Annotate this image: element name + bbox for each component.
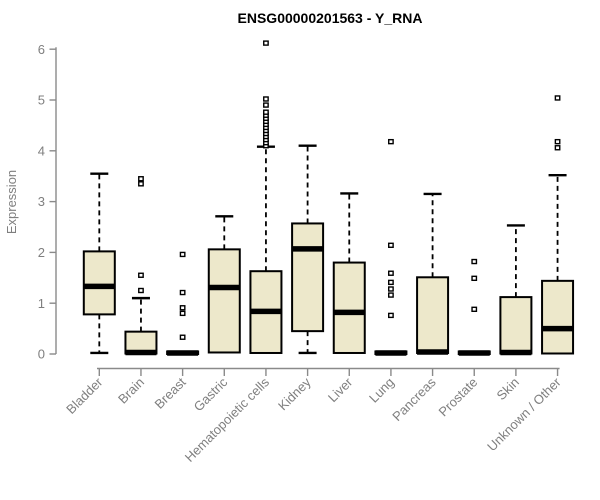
x-tick-label-unknown-other: Unknown / Other bbox=[484, 374, 564, 454]
outlier-point bbox=[471, 306, 478, 312]
outlier-point bbox=[554, 145, 561, 151]
outlier-point bbox=[138, 272, 144, 278]
outlier-point bbox=[138, 287, 144, 294]
y-tick-label-5: 5 bbox=[38, 93, 45, 108]
outlier-point bbox=[263, 102, 269, 108]
iqr-box bbox=[416, 276, 450, 354]
outlier-point bbox=[179, 310, 186, 317]
x-tick-label-pancreas: Pancreas bbox=[389, 374, 439, 424]
y-tick-label-2: 2 bbox=[38, 245, 45, 260]
x-tick-label-kidney: Kidney bbox=[275, 374, 314, 413]
box-group-bladder bbox=[82, 172, 116, 355]
outlier-point bbox=[471, 275, 478, 282]
box-group-liver bbox=[332, 192, 366, 354]
box-group-unknown-other bbox=[541, 95, 575, 355]
x-tick-label-skin: Skin bbox=[494, 375, 522, 403]
box-group-kidney bbox=[291, 144, 325, 355]
outlier-point bbox=[471, 258, 478, 265]
outlier-point bbox=[179, 305, 186, 311]
outlier-point bbox=[388, 312, 394, 319]
iqr-box bbox=[291, 222, 325, 333]
x-tick-label-brain: Brain bbox=[115, 375, 147, 407]
box-group-lung bbox=[374, 138, 408, 356]
x-tick-label-liver: Liver bbox=[325, 374, 356, 405]
iqr-box bbox=[541, 279, 575, 355]
box-group-pancreas bbox=[416, 192, 450, 355]
x-tick-label-prostate: Prostate bbox=[436, 375, 481, 420]
y-tick-label-3: 3 bbox=[38, 194, 45, 209]
box-group-hematopoietic-cells bbox=[249, 40, 283, 354]
outlier-point bbox=[263, 109, 269, 115]
outlier-point bbox=[263, 96, 269, 102]
iqr-box bbox=[207, 248, 241, 354]
y-tick-label-4: 4 bbox=[38, 143, 45, 158]
iqr-box bbox=[82, 250, 116, 316]
outlier-point bbox=[179, 251, 186, 258]
box-group-gastric bbox=[207, 215, 241, 354]
outlier-point bbox=[388, 242, 394, 248]
outlier-point bbox=[388, 138, 394, 145]
box-group-breast bbox=[166, 251, 200, 356]
y-tick-label-6: 6 bbox=[38, 42, 45, 57]
y-axis-label: Expression bbox=[4, 170, 19, 234]
box-group-brain bbox=[124, 176, 158, 356]
iqr-box bbox=[332, 261, 366, 354]
outlier-point bbox=[554, 95, 561, 101]
box-group-prostate bbox=[457, 258, 491, 356]
outlier-point bbox=[263, 40, 269, 46]
x-tick-label-bladder: Bladder bbox=[63, 374, 106, 417]
outlier-point bbox=[138, 176, 144, 182]
x-tick-label-lung: Lung bbox=[366, 375, 397, 406]
chart-title: ENSG00000201563 - Y_RNA bbox=[238, 10, 423, 26]
outlier-point bbox=[179, 334, 186, 340]
outlier-point bbox=[554, 138, 561, 145]
outlier-point bbox=[388, 270, 394, 276]
x-tick-label-breast: Breast bbox=[152, 374, 189, 411]
outlier-point bbox=[388, 279, 394, 286]
iqr-box bbox=[499, 296, 533, 355]
y-tick-label-0: 0 bbox=[38, 347, 45, 362]
box-group-skin bbox=[499, 224, 533, 356]
x-tick-label-gastric: Gastric bbox=[191, 374, 231, 414]
outlier-point bbox=[388, 286, 394, 292]
outlier-point bbox=[138, 181, 144, 187]
outlier-point bbox=[179, 289, 186, 296]
y-tick-label-1: 1 bbox=[38, 296, 45, 311]
plot-layer bbox=[82, 40, 575, 356]
outlier-point bbox=[388, 292, 394, 298]
